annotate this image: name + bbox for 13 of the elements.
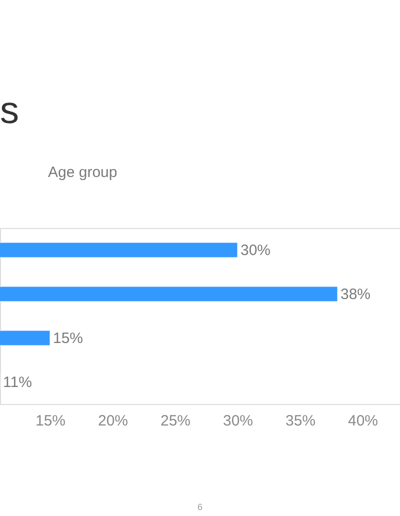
chart-title: s xyxy=(0,90,19,132)
data-label: 38% xyxy=(340,286,371,303)
x-tick-label: 25% xyxy=(160,412,191,430)
x-tick-label: 40% xyxy=(348,412,378,430)
x-tick-label: 20% xyxy=(98,412,128,430)
data-label: 30% xyxy=(240,242,271,259)
text: 6 xyxy=(197,502,203,512)
x-tick-label: 35% xyxy=(285,412,316,430)
data-label: 15% xyxy=(53,330,84,347)
x-tick-label: 15% xyxy=(35,412,66,430)
chart-subtitle: Age group xyxy=(48,164,118,181)
data-label: 11% xyxy=(3,374,32,391)
x-tick-label: 30% xyxy=(222,412,254,430)
